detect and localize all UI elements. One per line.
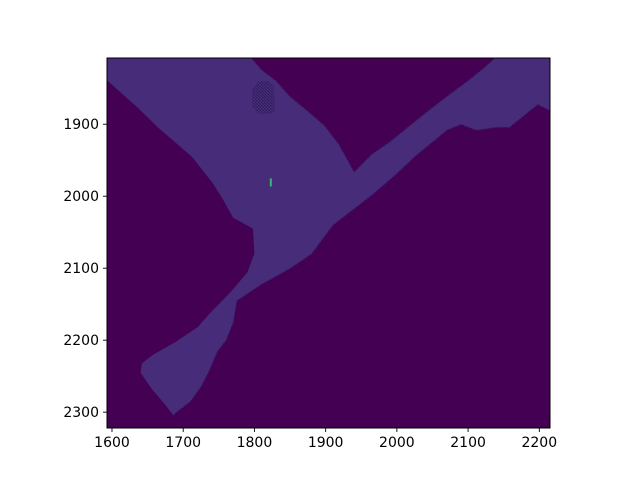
y-tick-label: 2300 bbox=[63, 405, 99, 421]
region-hatched-object bbox=[252, 81, 276, 115]
x-tick-label: 2000 bbox=[379, 435, 415, 451]
x-tick-label: 2100 bbox=[450, 435, 486, 451]
marker-robot-pose bbox=[269, 178, 272, 187]
map-markers bbox=[269, 178, 272, 187]
y-tick-label: 2000 bbox=[63, 189, 99, 205]
axes-frame bbox=[106, 57, 551, 429]
y-axis: 1900 2000 2100 2200 2300 bbox=[63, 117, 107, 421]
y-tick-label: 2100 bbox=[63, 261, 99, 277]
x-tick-label: 1800 bbox=[237, 435, 273, 451]
x-tick-label: 1600 bbox=[94, 435, 130, 451]
x-axis: 1600 1700 1800 1900 2000 2100 2200 bbox=[94, 428, 557, 451]
region-free-space bbox=[107, 58, 550, 428]
x-tick-label: 1700 bbox=[165, 435, 201, 451]
region-wall-lower-right-block bbox=[222, 149, 550, 428]
y-tick-label: 1900 bbox=[63, 117, 99, 133]
y-tick-label: 2200 bbox=[63, 333, 99, 349]
x-tick-label: 1900 bbox=[308, 435, 344, 451]
region-wall-left-block bbox=[107, 80, 255, 428]
x-tick-label: 2200 bbox=[521, 435, 557, 451]
plot-area bbox=[106, 57, 551, 429]
map-regions bbox=[107, 58, 550, 428]
